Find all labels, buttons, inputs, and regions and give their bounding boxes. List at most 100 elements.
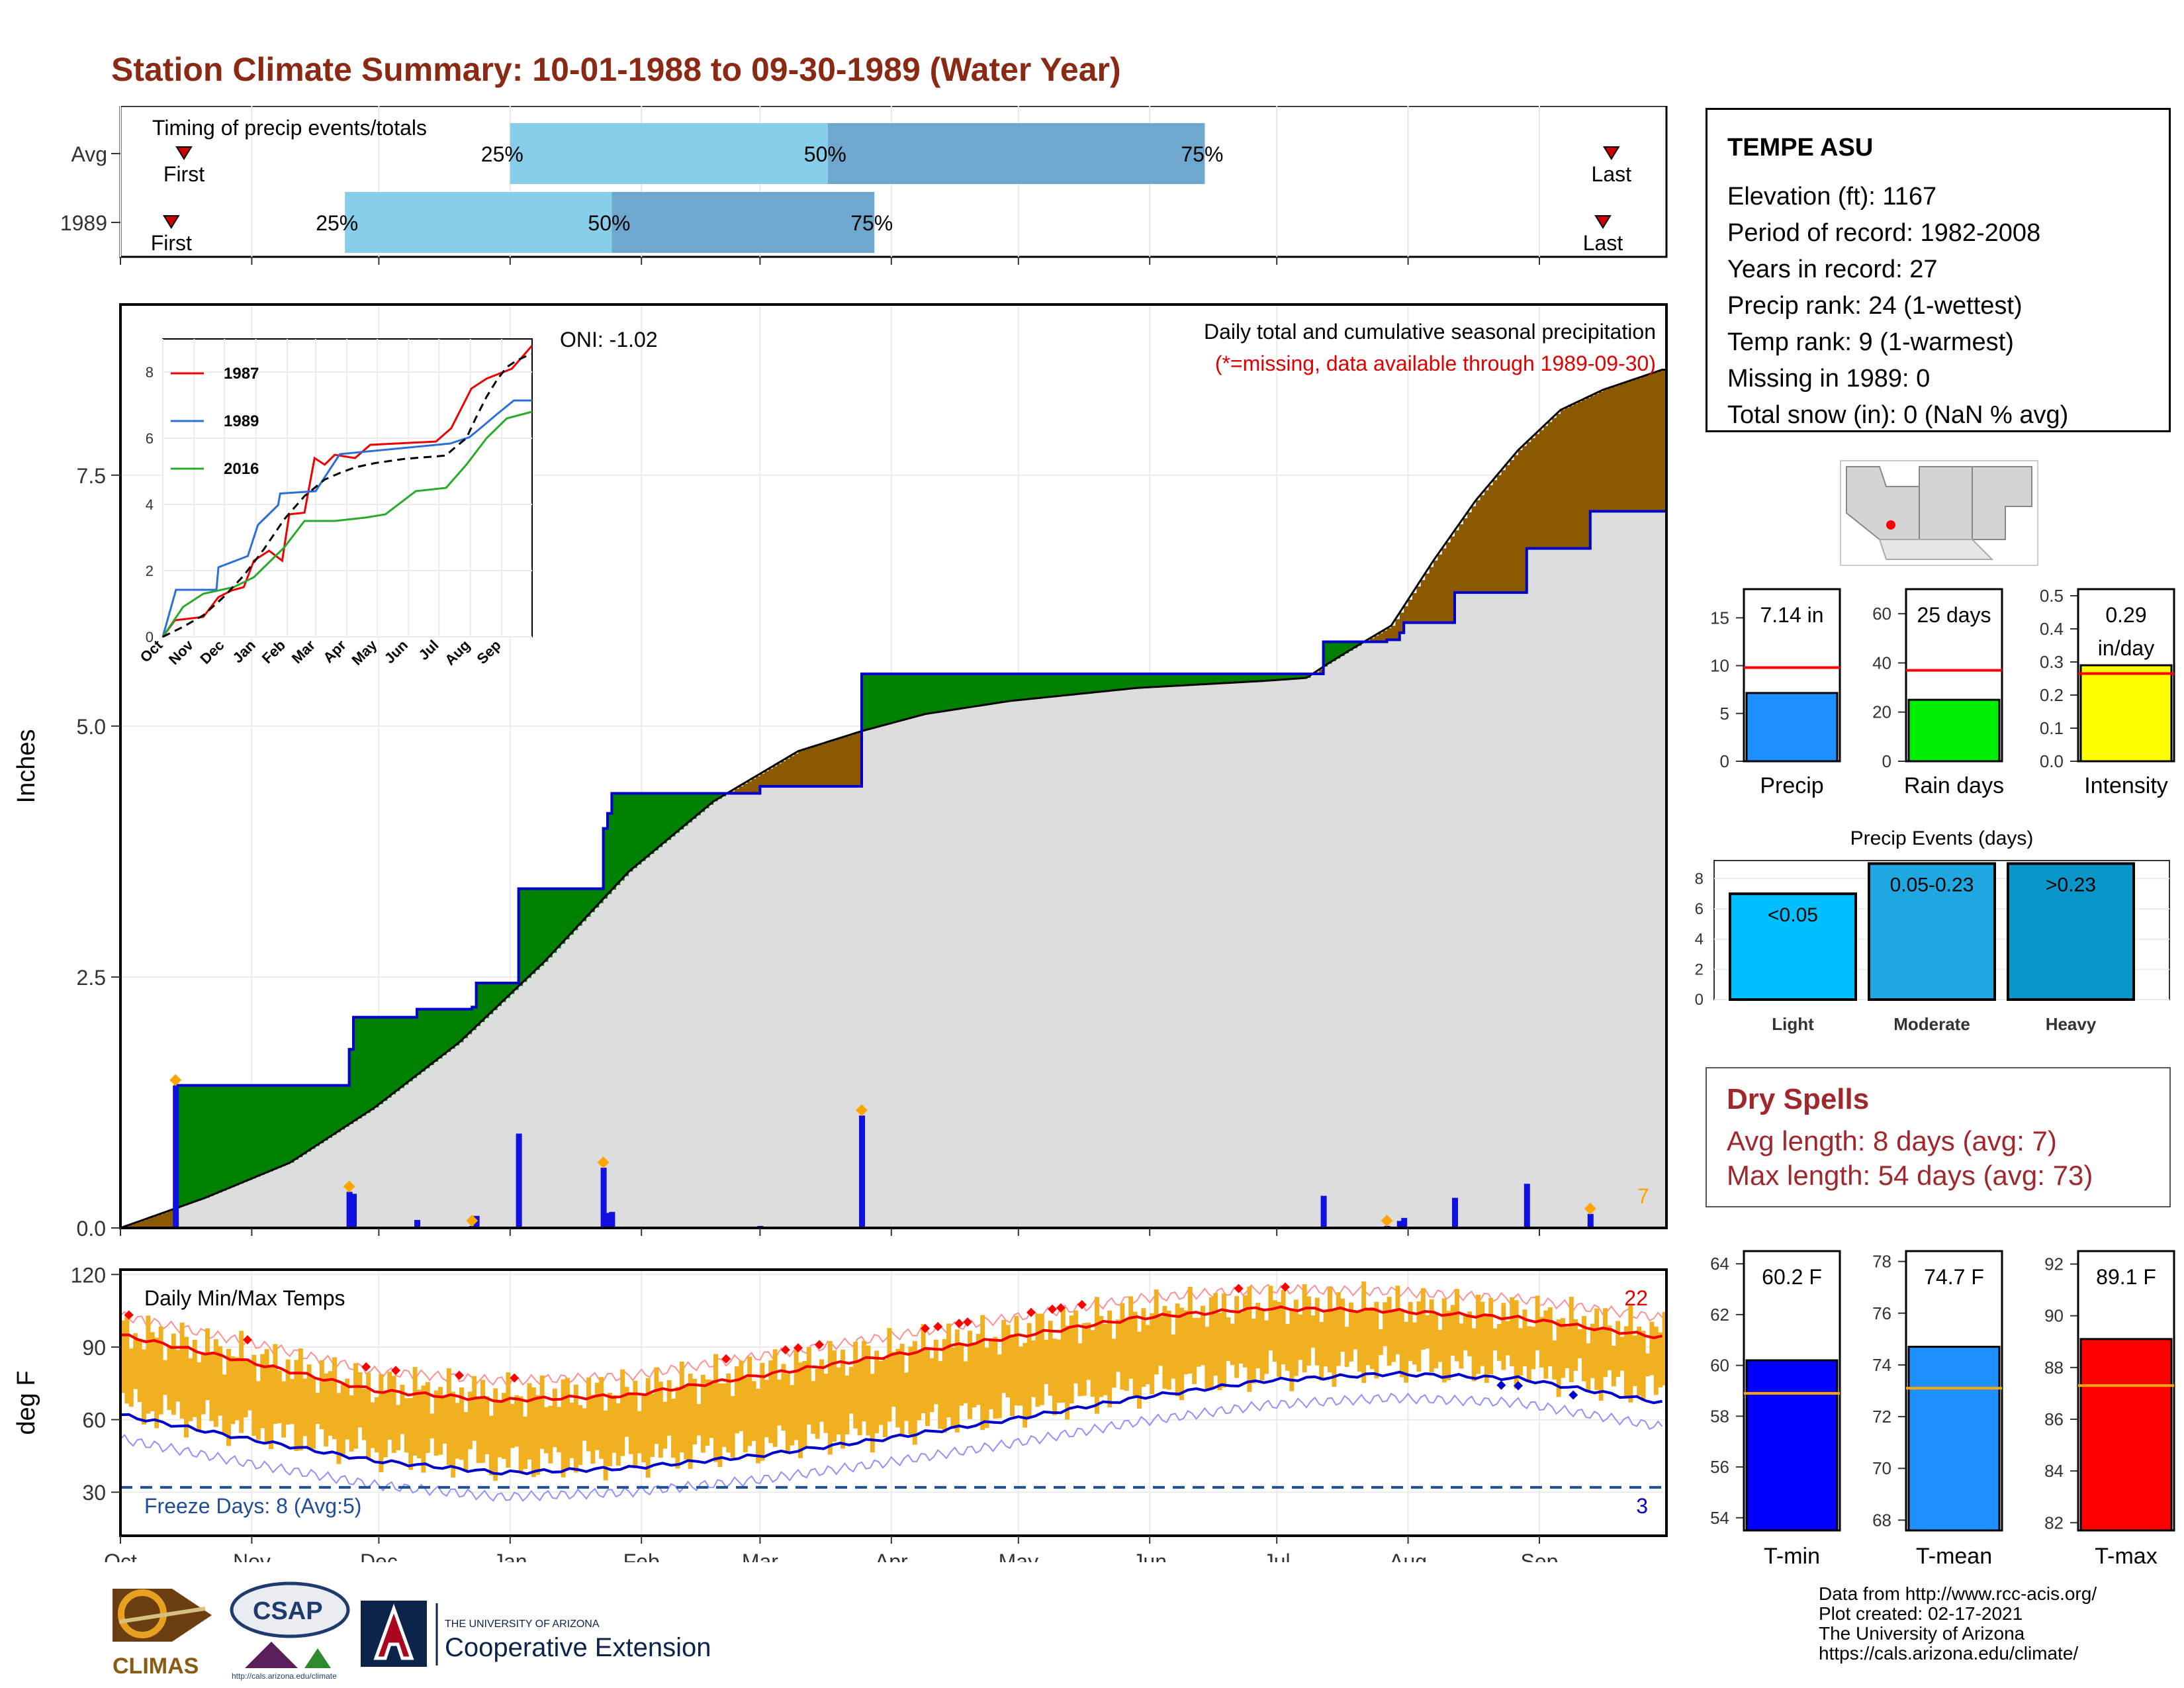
mini-bar-value [1907, 698, 2001, 763]
surplus-fill [357, 1017, 363, 1119]
daily-temp-bar [366, 1372, 371, 1460]
daily-temp-bar [370, 1402, 375, 1448]
surplus-fill [255, 1085, 261, 1177]
daily-temp-bar [1632, 1335, 1637, 1386]
cumulative-fill [688, 822, 693, 1228]
timing-bar-50-75 [827, 123, 1205, 184]
cumulative-fill [790, 786, 795, 1228]
daily-temp-bar [781, 1364, 786, 1431]
daily-temp-bar [1310, 1315, 1316, 1348]
daily-temp-bar [972, 1342, 977, 1408]
cumulative-fill [1145, 687, 1150, 1228]
deficit-fill [781, 761, 786, 786]
daily-temp-bar [1044, 1339, 1049, 1384]
precip-event-category: Moderate [1893, 1014, 1970, 1034]
cumulative-fill [891, 723, 896, 1228]
surplus-fill [1023, 674, 1028, 700]
surplus-fill [1281, 674, 1286, 680]
cumulative-fill [1404, 622, 1409, 1228]
daily-temp-bar [1535, 1295, 1540, 1350]
surplus-fill [980, 674, 985, 706]
daily-temp-bar [709, 1380, 714, 1438]
surplus-fill [336, 1085, 341, 1133]
daily-temp-bar [848, 1366, 854, 1414]
cumulative-fill [1001, 702, 1007, 1228]
daily-temp-bar [506, 1372, 511, 1468]
daily-temp-bar [578, 1405, 583, 1465]
deficit-fill [1450, 536, 1455, 623]
temp-title: Daily Min/Max Temps [144, 1286, 345, 1310]
deficit-fill [1569, 406, 1574, 549]
surplus-fill [1065, 674, 1070, 696]
surplus-fill [629, 793, 633, 872]
surplus-fill [713, 793, 718, 802]
cumulative-fill [476, 1026, 481, 1228]
daily-temp-bar [497, 1402, 502, 1458]
daily-temp-bar [823, 1374, 829, 1433]
deficit-fill [1319, 669, 1324, 674]
daily-temp-bar [1116, 1319, 1120, 1372]
surplus-fill [887, 674, 892, 725]
cumulative-fill [578, 925, 583, 1228]
daily-temp-bar [1141, 1308, 1146, 1387]
deficit-fill [1552, 418, 1557, 549]
daily-temp-bar [862, 1340, 866, 1422]
oni-label: ONI: -1.02 [560, 328, 658, 352]
deficit-fill [785, 759, 790, 786]
daily-temp-bar [120, 1320, 125, 1393]
cumulative-fill [608, 894, 612, 1228]
deficit-fill [1484, 490, 1489, 593]
daily-temp-bar [1039, 1313, 1044, 1405]
daily-precip-bar [859, 1115, 865, 1228]
cumulative-fill [832, 786, 837, 1228]
surplus-fill [608, 813, 612, 894]
first-event-label: First [151, 231, 192, 255]
station-info-line: Missing in 1989: 0 [1727, 365, 1931, 393]
freeze-days-label: Freeze Days: 8 (Avg:5) [144, 1494, 361, 1518]
daily-temp-bar [954, 1329, 960, 1432]
cumulative-fill [1582, 548, 1586, 1228]
surplus-fill [459, 1009, 464, 1043]
temp-bar-ytick-label: 58 [1710, 1406, 1729, 1426]
record-high-marker [391, 1366, 400, 1376]
daily-temp-bar [353, 1363, 358, 1449]
daily-temp-bar [201, 1352, 206, 1415]
cumulative-fill [815, 786, 820, 1228]
daily-temp-bar [594, 1382, 600, 1450]
daily-temp-bar [1577, 1329, 1582, 1358]
daily-temp-bar [1010, 1335, 1015, 1417]
daily-temp-bar [662, 1401, 668, 1449]
deficit-fill [777, 763, 782, 786]
surplus-fill [1018, 674, 1023, 700]
deficit-fill [735, 788, 739, 794]
deficit-fill [1561, 410, 1565, 549]
daily-temp-bar [375, 1397, 379, 1453]
daily-temp-bar [455, 1403, 460, 1459]
daily-temp-bar [989, 1338, 993, 1409]
deficit-fill [743, 784, 748, 794]
cumulative-fill [1471, 592, 1477, 1228]
cumulative-fill [764, 786, 769, 1228]
cumulative-fill [1314, 674, 1320, 1228]
cumulative-fill [192, 1202, 197, 1228]
daily-temp-bar [1179, 1307, 1184, 1401]
daily-temp-bar [1171, 1334, 1176, 1379]
observed-cumulative-line [120, 510, 1666, 1229]
surplus-fill [472, 1007, 477, 1031]
deficit-fill [857, 732, 862, 786]
temp-bar-ytick-label: 68 [1872, 1510, 1891, 1530]
record-high-marker [124, 1310, 134, 1320]
temp-bar-ytick-label: 90 [2044, 1306, 2064, 1326]
station-info-line: Period of record: 1982-2008 [1727, 219, 2041, 247]
mini-bar-label: Rain days [1904, 773, 2004, 798]
daily-temp-bar [866, 1345, 871, 1436]
cumulative-fill [1645, 511, 1650, 1229]
daily-temp-bar [666, 1380, 672, 1436]
deficit-fill [1649, 374, 1655, 512]
daily-temp-bar [226, 1348, 231, 1446]
cumulative-fill [1586, 548, 1591, 1228]
surplus-fill [1277, 674, 1282, 680]
cumulative-fill [565, 939, 570, 1228]
cumulative-fill [679, 829, 684, 1228]
event-marker [597, 1156, 610, 1169]
